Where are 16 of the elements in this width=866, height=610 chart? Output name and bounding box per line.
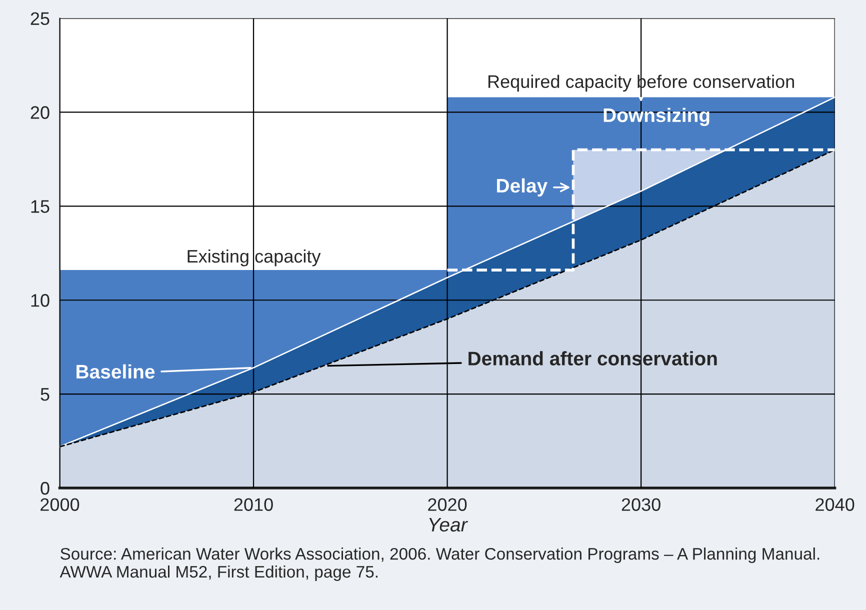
y-tick-label: 5 [40,388,50,401]
y-tick-label: 25 [30,12,50,26]
x-tick-label: 2040 [816,498,854,511]
legend-label: Baseline [76,364,155,379]
annotation: Existing capacity [188,249,321,266]
y-tick-label: 10 [31,294,50,307]
x-tick-label: 2020 [428,498,467,511]
annotation: Delay [497,178,548,196]
y-tick-label: 15 [31,200,50,213]
x-tick-label: 2010 [234,498,273,511]
x-tick-label: 2000 [40,498,80,511]
y-tick-label: 0 [40,482,50,495]
x-axis-title: Year [429,518,468,532]
y-tick-label: 20 [30,106,50,119]
x-tick-label: 2030 [622,498,660,511]
source-note: Source: American Water Works Association, 2006. Water Conservation Programs – A Planning Manual. AWWA Manual M52, First Edition, page 75. [60,548,820,581]
